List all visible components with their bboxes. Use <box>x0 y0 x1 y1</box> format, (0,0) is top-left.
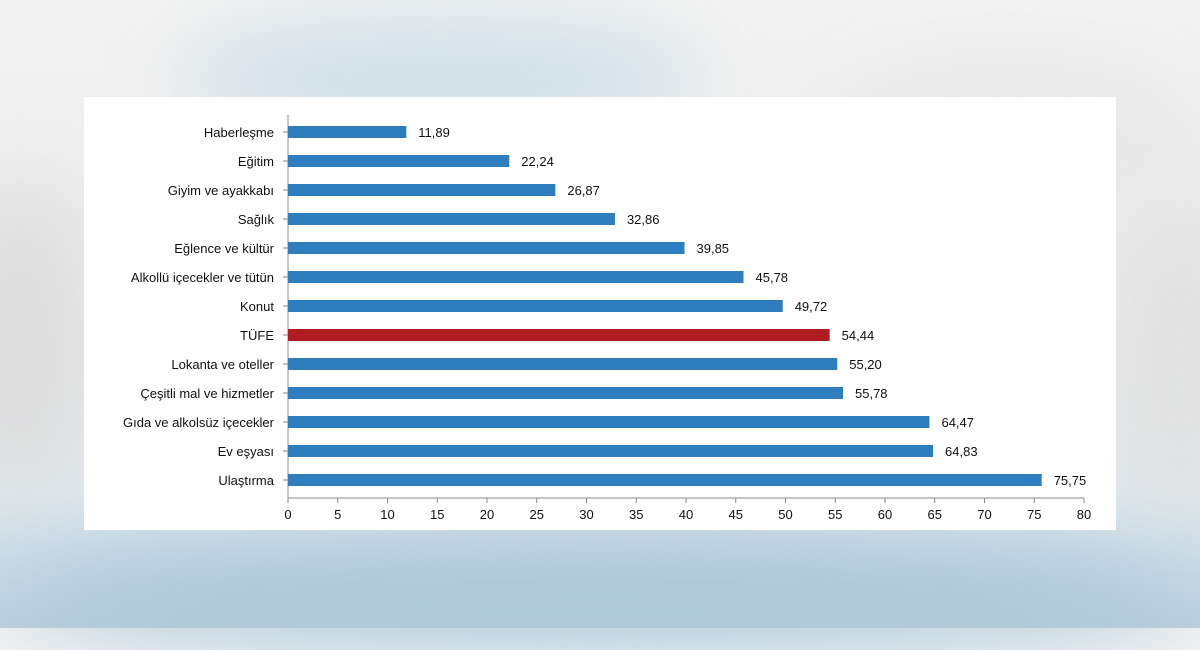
x-tick-label: 10 <box>380 507 394 522</box>
bar <box>288 155 510 167</box>
category-label: Haberleşme <box>204 125 274 140</box>
category-label: TÜFE <box>240 328 274 343</box>
value-label: 39,85 <box>697 241 730 256</box>
bar-chart: Haberleşme 11,89 Eğitim 22,24 Giyim ve ayakk… <box>123 115 1091 522</box>
category-label: Çeşitli mal ve hizmetler <box>140 386 274 401</box>
category-label: Alkollü içecekler ve tütün <box>131 270 274 285</box>
bar <box>288 474 1042 486</box>
value-label: 55,20 <box>849 357 882 372</box>
x-tick-label: 55 <box>828 507 842 522</box>
x-tick-label: 15 <box>430 507 444 522</box>
value-label: 64,83 <box>945 444 978 459</box>
value-label: 45,78 <box>756 270 789 285</box>
value-label: 54,44 <box>842 328 875 343</box>
x-tick-label: 0 <box>284 507 291 522</box>
x-tick-label: 50 <box>778 507 792 522</box>
value-label: 64,47 <box>941 415 974 430</box>
background-blur <box>1110 200 1200 520</box>
category-label: Eğlence ve kültür <box>174 241 274 256</box>
category-label: Ulaştırma <box>218 473 274 488</box>
bar <box>288 184 556 196</box>
bar <box>288 358 838 370</box>
x-tick-label: 20 <box>480 507 494 522</box>
category-label: Lokanta ve oteller <box>171 357 274 372</box>
x-tick-label: 30 <box>579 507 593 522</box>
category-label: Giyim ve ayakkabı <box>168 183 274 198</box>
category-label: Sağlık <box>238 212 275 227</box>
chart-panel: Haberleşme 11,89 Eğitim 22,24 Giyim ve ayakk… <box>84 97 1116 530</box>
bar <box>288 242 685 254</box>
value-label: 49,72 <box>795 299 828 314</box>
background-blur <box>0 540 1200 650</box>
value-label: 11,89 <box>418 125 450 140</box>
bar <box>288 300 783 312</box>
x-tick-label: 40 <box>679 507 693 522</box>
value-label: 26,87 <box>567 183 600 198</box>
x-tick-label: 35 <box>629 507 643 522</box>
x-tick-label: 25 <box>530 507 544 522</box>
x-tick-label: 80 <box>1077 507 1091 522</box>
x-tick-label: 45 <box>729 507 743 522</box>
category-label: Konut <box>240 299 274 314</box>
category-label: Gıda ve alkolsüz içecekler <box>123 415 275 430</box>
value-label: 32,86 <box>627 212 660 227</box>
value-label: 55,78 <box>855 386 888 401</box>
value-label: 22,24 <box>521 154 554 169</box>
value-label: 75,75 <box>1054 473 1087 488</box>
bar <box>288 387 844 399</box>
bar <box>288 126 407 138</box>
x-tick-label: 65 <box>928 507 942 522</box>
bar <box>288 416 930 428</box>
x-tick-label: 5 <box>334 507 341 522</box>
highlight-bar <box>288 329 830 341</box>
x-tick-label: 75 <box>1027 507 1041 522</box>
x-tick-label: 70 <box>977 507 991 522</box>
bar <box>288 213 615 225</box>
bar <box>288 271 744 283</box>
category-label: Eğitim <box>238 154 274 169</box>
category-label: Ev eşyası <box>218 444 274 459</box>
bar <box>288 445 934 457</box>
x-tick-label: 60 <box>878 507 892 522</box>
